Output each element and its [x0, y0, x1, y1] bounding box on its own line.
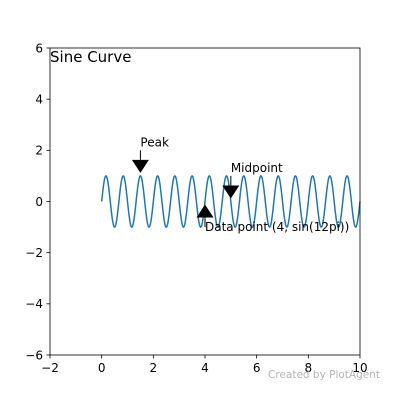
annotation-label-1: Midpoint	[231, 161, 283, 175]
y-tick-label: 0	[35, 195, 43, 209]
chart-title: Sine Curve	[50, 48, 131, 66]
x-tick-label: 8	[305, 361, 313, 375]
annotations: Peak Midpoint Data point (4, sin(12pi))	[131, 135, 349, 234]
x-tick-label: −2	[41, 361, 59, 375]
annotation-arrow-0	[131, 159, 149, 173]
x-tick-label: 10	[352, 361, 367, 375]
x-tick-label: 0	[98, 361, 106, 375]
y-tick-label: 6	[35, 41, 43, 55]
x-tick-label: 4	[201, 361, 209, 375]
x-tick-label: 6	[253, 361, 261, 375]
annotation-label-2: Data point (4, sin(12pi))	[205, 220, 349, 234]
y-tick-label: 4	[35, 92, 43, 106]
y-tick-label: 2	[35, 144, 43, 158]
axes: −2 0 2 4 6 8 10 −6 −4 −2 0 2 4 6	[25, 41, 367, 375]
y-tick-label: −2	[25, 246, 43, 260]
series-layer	[100, 175, 361, 228]
watermark: Created by PlotAgent	[268, 369, 380, 381]
annotation-arrow-2	[196, 204, 214, 218]
annotation-label-0: Peak	[140, 135, 169, 149]
y-tick-label: −4	[25, 297, 43, 311]
x-tick-label: 2	[150, 361, 158, 375]
annotation-arrow-1	[222, 185, 240, 199]
y-tick-label: −6	[25, 348, 43, 362]
series-line-0	[100, 175, 361, 228]
